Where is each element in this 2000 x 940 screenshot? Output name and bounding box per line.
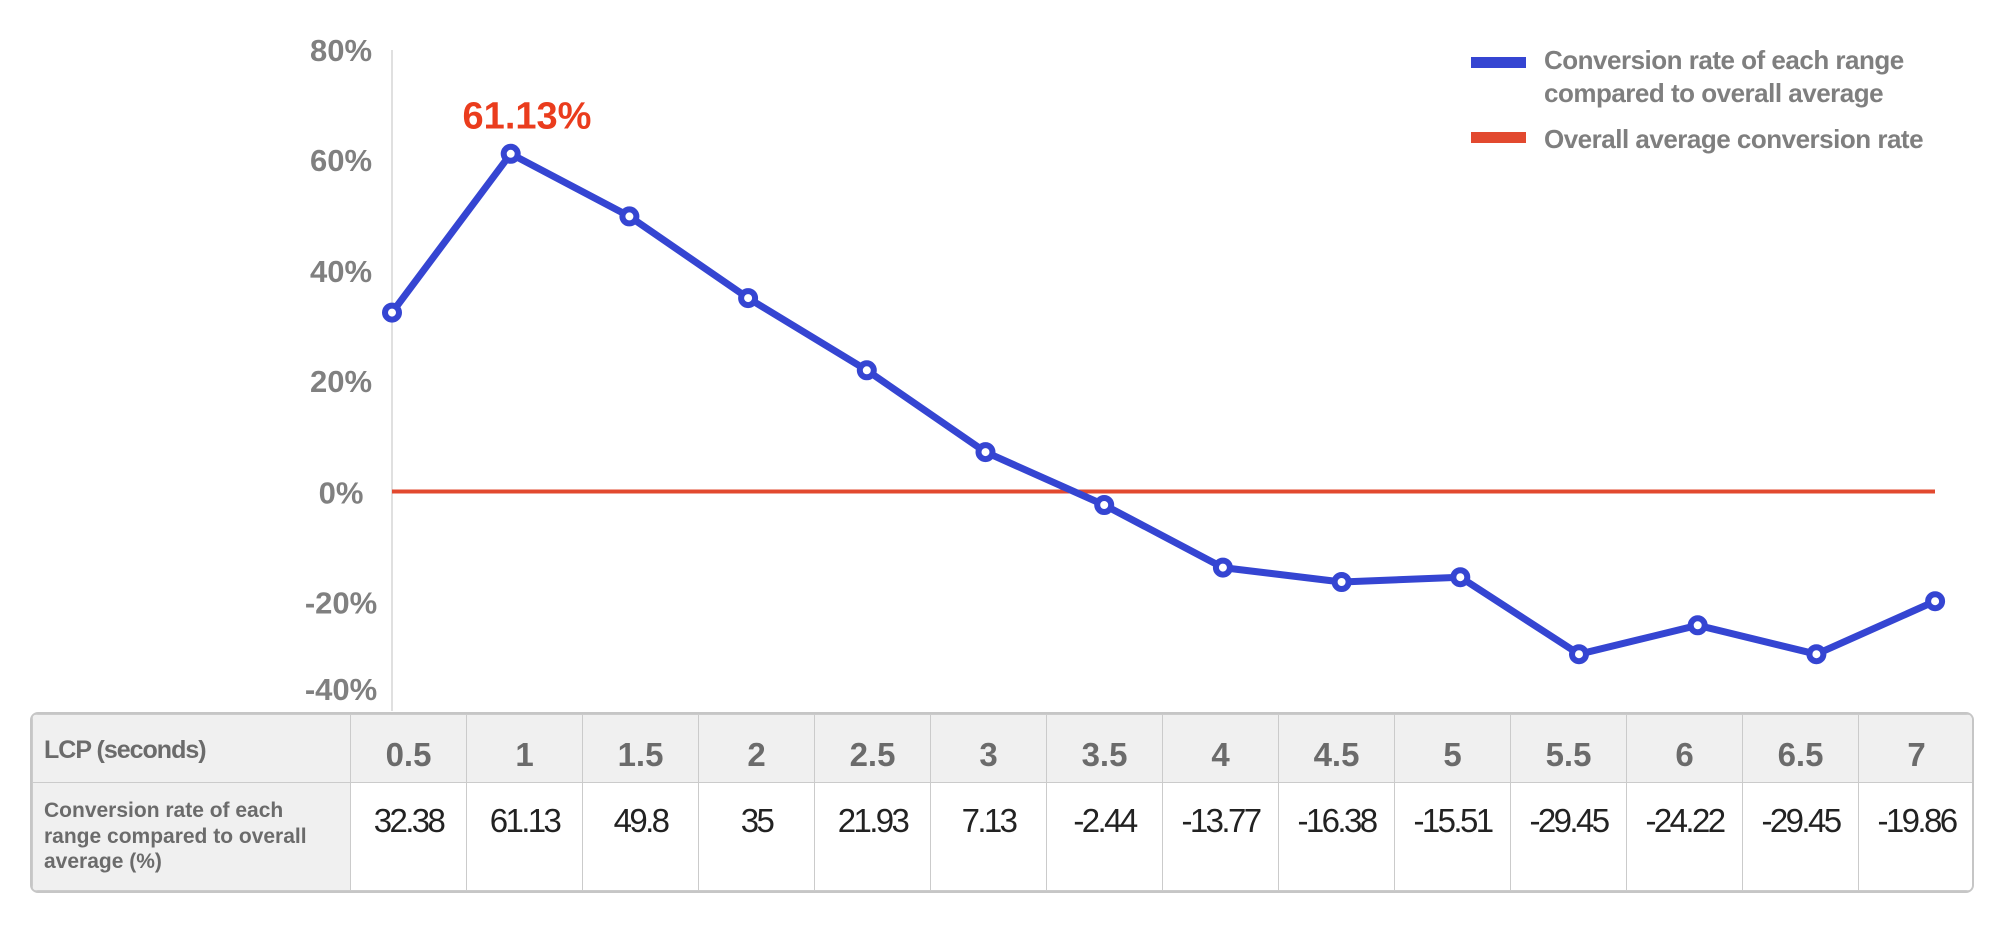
- svg-text:61.13%: 61.13%: [463, 96, 592, 138]
- svg-text:60%: 60%: [310, 143, 372, 178]
- svg-text:40%: 40%: [310, 254, 372, 289]
- svg-text:0%: 0%: [319, 476, 364, 511]
- svg-text:-40%: -40%: [305, 672, 377, 707]
- svg-text:80%: 80%: [310, 33, 372, 68]
- svg-text:-20%: -20%: [305, 586, 377, 621]
- svg-text:20%: 20%: [310, 364, 372, 399]
